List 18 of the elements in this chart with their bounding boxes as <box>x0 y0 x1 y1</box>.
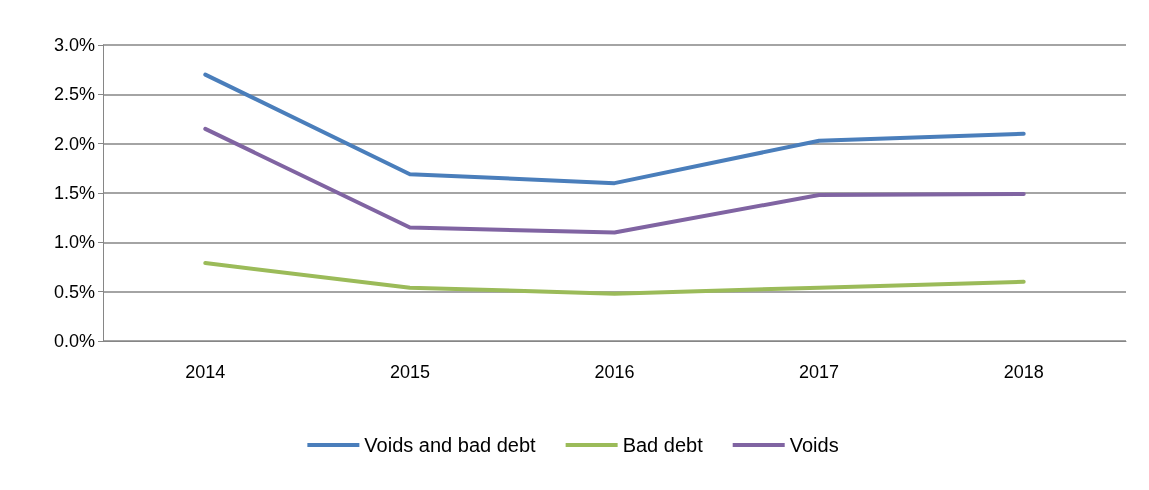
y-tick-label: 0.5% <box>53 281 95 302</box>
x-tick-label: 2016 <box>594 362 635 382</box>
line-series <box>203 126 1026 235</box>
y-tick-label: 1.0% <box>53 232 95 253</box>
x-tick-label: 2018 <box>1003 362 1044 382</box>
y-tick-label: 2.5% <box>53 84 95 105</box>
x-tick-label: 2015 <box>389 362 430 382</box>
legend-label: Bad debt <box>622 434 704 456</box>
y-tick-label: 0.0% <box>53 331 95 351</box>
x-tick-label: 2014 <box>185 362 226 382</box>
legend-label: Voids and bad debt <box>364 434 537 456</box>
y-tick-label: 1.5% <box>53 183 95 203</box>
y-tick-label: 2.0% <box>53 133 95 154</box>
x-tick-label: 2017 <box>799 362 840 382</box>
line-series <box>203 72 1026 186</box>
legend-label: Voids <box>789 434 839 456</box>
line-series <box>203 261 1026 296</box>
y-tick-label: 3.0% <box>53 35 95 55</box>
